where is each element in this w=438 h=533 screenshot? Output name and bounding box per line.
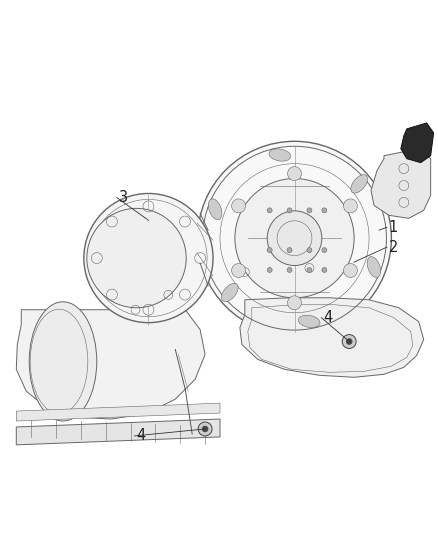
Polygon shape <box>16 419 220 445</box>
Polygon shape <box>16 310 205 419</box>
Circle shape <box>322 208 327 213</box>
Polygon shape <box>401 123 434 163</box>
Ellipse shape <box>87 208 186 308</box>
Circle shape <box>202 426 208 432</box>
Circle shape <box>287 268 292 272</box>
Ellipse shape <box>351 175 367 193</box>
Circle shape <box>346 338 352 344</box>
Ellipse shape <box>269 149 291 161</box>
Ellipse shape <box>367 256 381 278</box>
Polygon shape <box>240 298 424 377</box>
Ellipse shape <box>267 211 322 265</box>
Circle shape <box>322 248 327 253</box>
Circle shape <box>343 199 357 213</box>
Polygon shape <box>371 149 431 219</box>
Circle shape <box>198 422 212 436</box>
Circle shape <box>307 268 312 272</box>
Circle shape <box>307 248 312 253</box>
Circle shape <box>287 248 292 253</box>
Circle shape <box>288 296 301 310</box>
Text: 2: 2 <box>389 240 398 255</box>
Ellipse shape <box>235 179 354 298</box>
Text: 4: 4 <box>323 310 332 325</box>
Ellipse shape <box>198 141 392 335</box>
Circle shape <box>307 208 312 213</box>
Circle shape <box>267 248 272 253</box>
Circle shape <box>267 208 272 213</box>
Circle shape <box>343 263 357 278</box>
Circle shape <box>322 268 327 272</box>
Ellipse shape <box>222 283 238 302</box>
Polygon shape <box>16 403 220 421</box>
Ellipse shape <box>29 302 97 421</box>
Text: 1: 1 <box>389 220 398 235</box>
Circle shape <box>232 263 246 278</box>
Circle shape <box>267 268 272 272</box>
Ellipse shape <box>208 199 222 220</box>
Text: 4: 4 <box>137 429 146 443</box>
Ellipse shape <box>298 315 320 328</box>
Circle shape <box>342 335 356 349</box>
Circle shape <box>232 199 246 213</box>
Ellipse shape <box>84 193 213 322</box>
Circle shape <box>288 167 301 181</box>
Text: 3: 3 <box>119 190 128 205</box>
Circle shape <box>287 208 292 213</box>
